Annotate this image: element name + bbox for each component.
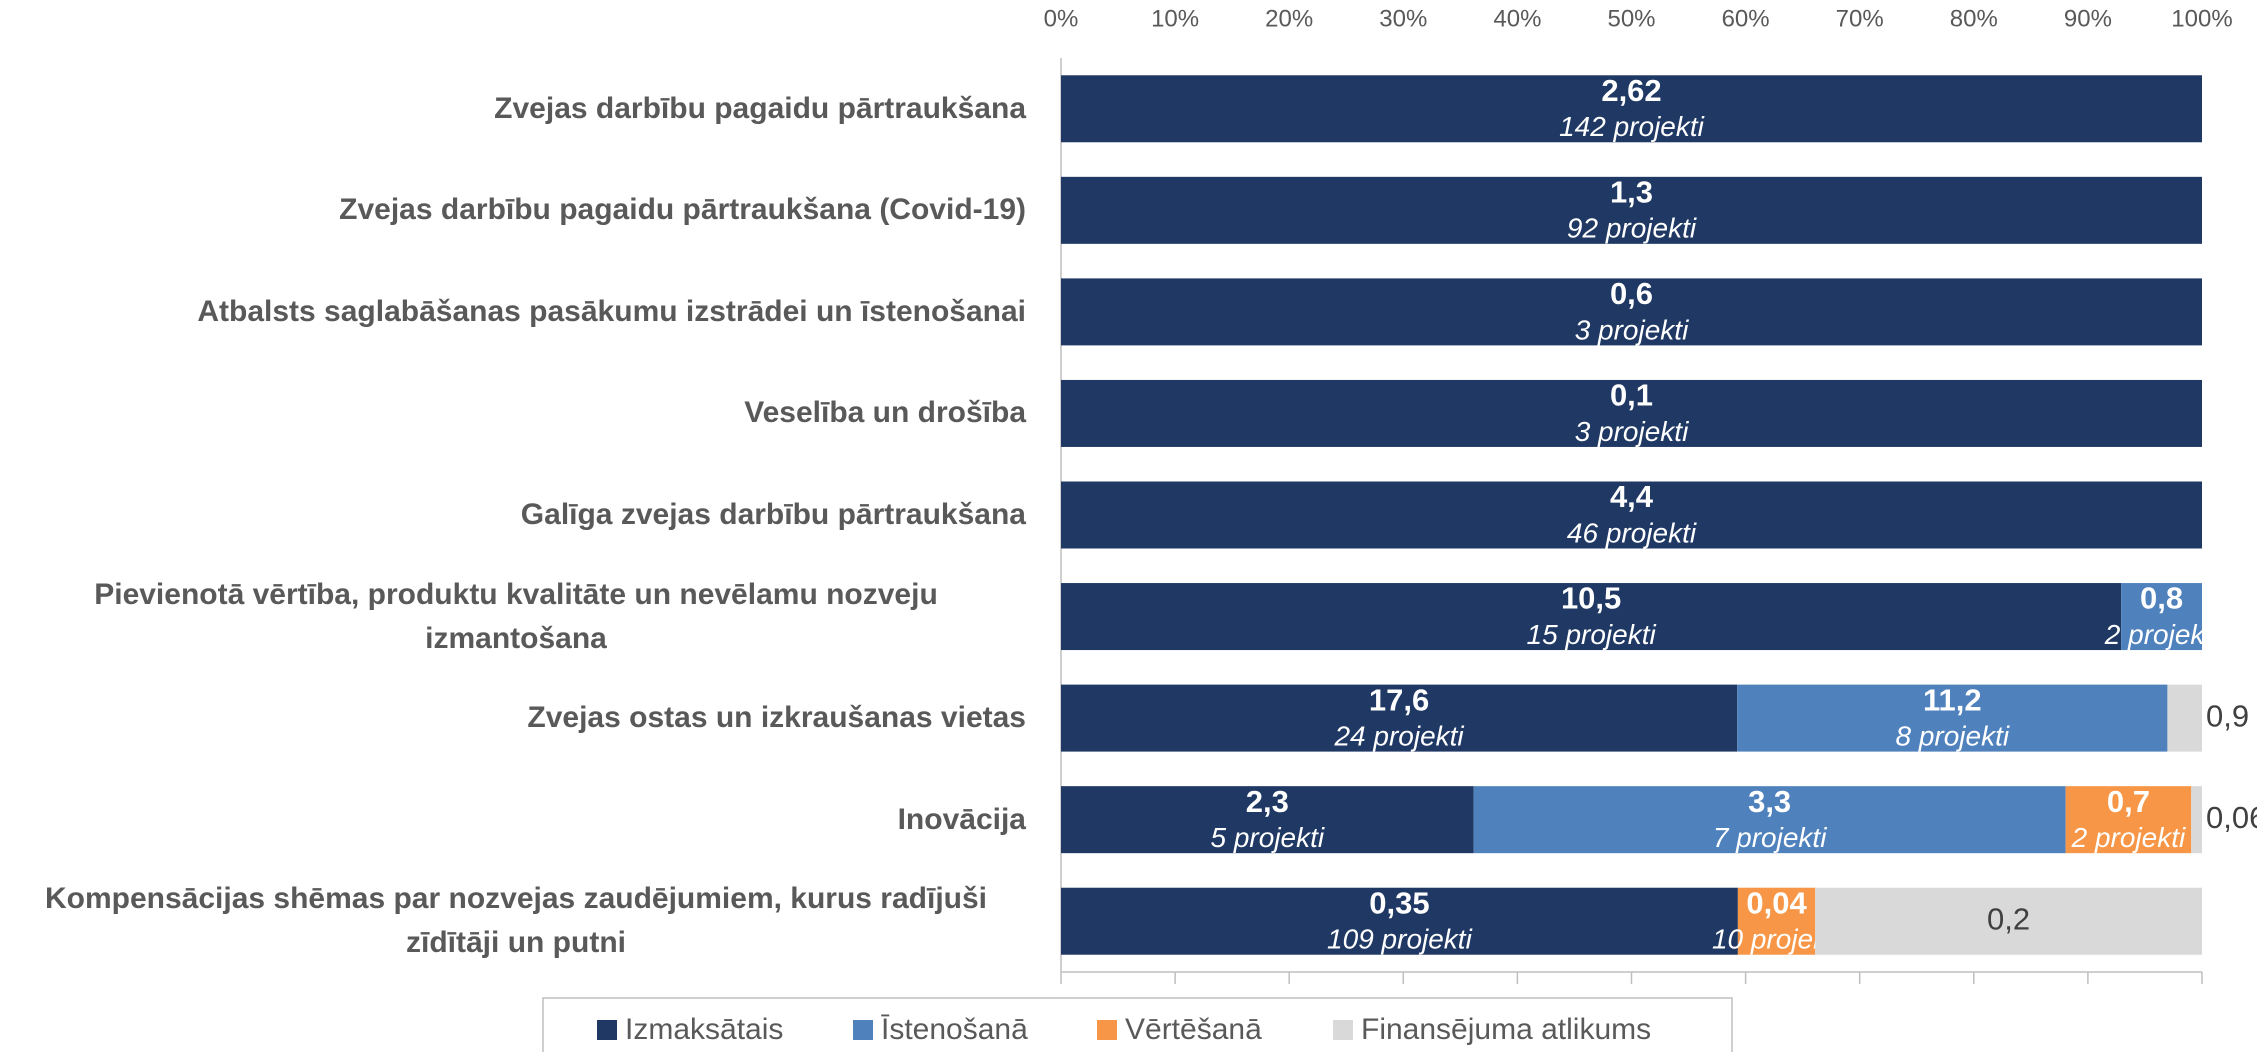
value-label: 0,1: [1610, 378, 1653, 413]
project-count-label: 2 projekti: [2104, 619, 2219, 650]
project-count-label: 8 projekti: [1895, 721, 2009, 752]
value-label: 10,5: [1561, 581, 1621, 616]
value-label: 3,3: [1748, 784, 1791, 819]
x-tick-label: 10%: [1151, 5, 1199, 32]
project-count-label: 15 projekti: [1527, 619, 1657, 650]
bar-segment: [2167, 684, 2202, 752]
x-tick-label: 20%: [1265, 5, 1313, 32]
category-text: Zvejas darbību pagaidu pārtraukšana: [494, 91, 1026, 125]
legend-swatch: [853, 1020, 873, 1040]
category-label: Atbalsts saglabāšanas pasākumu izstrādei…: [6, 290, 1026, 334]
bar-segment: [1061, 481, 2202, 549]
value-label: 2,3: [1246, 784, 1289, 819]
value-label: 0,35: [1369, 885, 1429, 920]
category-label: Inovācija: [6, 798, 1026, 842]
category-text: Inovācija: [897, 802, 1026, 836]
value-label: 17,6: [1369, 682, 1429, 717]
category-label: Veselība un drošība: [6, 391, 1026, 435]
bar-segment: [1061, 583, 2122, 651]
project-count-label: 142 projekti: [1559, 111, 1705, 142]
x-tick-label: 60%: [1722, 5, 1770, 32]
bar-segment: [1061, 278, 2202, 346]
project-count-label: 46 projekti: [1567, 517, 1697, 548]
project-count-label: 3 projekti: [1575, 416, 1689, 447]
category-text: Zvejas darbību pagaidu pārtraukšana (Cov…: [339, 193, 1026, 227]
category-label: Kompensācijas shēmas par nozvejas zaudēj…: [6, 877, 1026, 965]
bar-segment: [1061, 379, 2202, 447]
x-tick-label: 70%: [1836, 5, 1884, 32]
legend-swatch: [1333, 1020, 1353, 1040]
x-tick-label: 90%: [2064, 5, 2112, 32]
legend-label: Finansējuma atlikums: [1361, 1013, 1651, 1046]
bar-segment: [1061, 684, 1738, 752]
bar-segment: [1737, 887, 1816, 955]
legend-label: Izmaksātais: [625, 1013, 783, 1046]
value-label: 0,7: [2107, 784, 2150, 819]
category-label: Galīga zvejas darbību pārtraukšana: [6, 493, 1026, 537]
bar-segment: [1061, 887, 1738, 955]
category-text: Veselība un drošība: [744, 396, 1026, 430]
x-tick-label: 0%: [1044, 5, 1079, 32]
value-label: 11,2: [1923, 682, 1982, 717]
project-count-label: 5 projekti: [1211, 822, 1325, 853]
category-text: Galīga zvejas darbību pārtraukšana: [520, 498, 1026, 531]
category-text: Pievienotā vērtība, produktu kvalitāte u…: [94, 577, 938, 655]
bar-segment: [1061, 786, 1474, 854]
x-tick-label: 50%: [1607, 5, 1655, 32]
project-count-label: 7 projekti: [1713, 822, 1827, 853]
bar-segment: [1473, 786, 2066, 854]
bar-segment: [2065, 786, 2192, 854]
legend-box: [542, 997, 1733, 1052]
value-label: 4,4: [1610, 479, 1654, 514]
x-tick-label: 80%: [1950, 5, 1998, 32]
category-label: Pievienotā vērtība, produktu kvalitāte u…: [6, 573, 1026, 661]
category-text: Atbalsts saglabāšanas pasākumu izstrādei…: [197, 294, 1026, 328]
legend-label: Īstenošanā: [881, 1013, 1028, 1046]
category-label: Zvejas darbību pagaidu pārtraukšana: [6, 87, 1026, 131]
category-label: Zvejas darbību pagaidu pārtraukšana (Cov…: [6, 188, 1026, 232]
project-count-label: 3 projekti: [1575, 314, 1689, 345]
project-count-label: 109 projekti: [1327, 924, 1473, 955]
bar-segment: [2191, 786, 2202, 854]
value-label: 2,62: [1601, 73, 1661, 108]
bar-segment: [1061, 176, 2202, 244]
category-text: Kompensācijas shēmas par nozvejas zaudēj…: [44, 882, 988, 960]
project-count-label: 24 projekti: [1333, 721, 1464, 752]
legend-swatch: [1097, 1020, 1117, 1040]
bar-segment: [1061, 75, 2202, 143]
project-count-label: 92 projekti: [1567, 213, 1697, 244]
value-label: 0,06: [2206, 800, 2257, 835]
x-tick-label: 30%: [1379, 5, 1427, 32]
legend-label: Vērtēšanā: [1125, 1013, 1262, 1046]
bar-segment: [2121, 583, 2202, 651]
value-label: 0,8: [2140, 581, 2183, 616]
value-label: 1,3: [1610, 175, 1653, 210]
category-text: Zvejas ostas un izkraušanas vietas: [527, 701, 1026, 735]
value-label: 0,6: [1610, 276, 1653, 311]
legend-swatch: [597, 1020, 617, 1040]
x-tick-label: 100%: [2171, 5, 2232, 32]
legend: Izmaksātais Īstenošanā Vērtēšanā Finansējum…: [542, 997, 1733, 1052]
x-tick-label: 40%: [1493, 5, 1541, 32]
bar-segment: [1737, 684, 2168, 752]
value-label: 0,2: [1987, 901, 2030, 936]
bar-segment: [1815, 887, 2202, 955]
value-label: 0,04: [1746, 885, 1807, 920]
project-count-label: 2 projekti: [2071, 822, 2186, 853]
value-label: 0,9: [2206, 698, 2249, 733]
category-label: Zvejas ostas un izkraušanas vietas: [6, 696, 1026, 740]
